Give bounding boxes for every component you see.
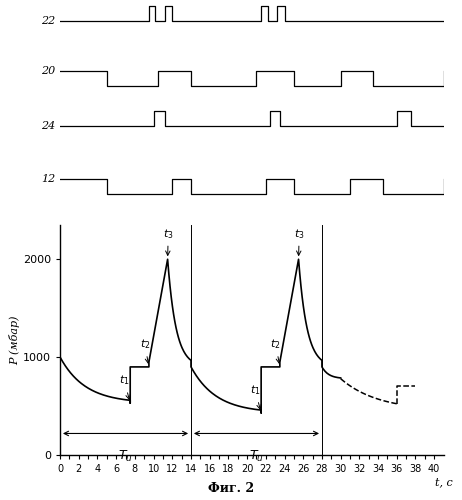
Text: 20: 20: [41, 66, 55, 76]
Text: $t_{2}$: $t_{2}$: [140, 338, 150, 363]
Text: $t_{3}$: $t_{3}$: [163, 226, 174, 256]
Text: $t_{1}$: $t_{1}$: [250, 384, 261, 409]
Text: Фиг. 2: Фиг. 2: [208, 482, 254, 495]
Text: $t_{2}$: $t_{2}$: [270, 338, 281, 363]
Text: $t_{3}$: $t_{3}$: [294, 226, 304, 256]
Text: 12: 12: [41, 174, 55, 184]
Y-axis label: P (мбар): P (мбар): [9, 316, 20, 365]
Text: 24: 24: [41, 121, 55, 131]
Text: $T_u$: $T_u$: [249, 449, 264, 464]
Text: 22: 22: [41, 16, 55, 26]
Text: $t_{1}$: $t_{1}$: [119, 374, 130, 400]
Text: $T_u$: $T_u$: [118, 449, 133, 464]
Text: t, c: t, c: [435, 478, 453, 488]
